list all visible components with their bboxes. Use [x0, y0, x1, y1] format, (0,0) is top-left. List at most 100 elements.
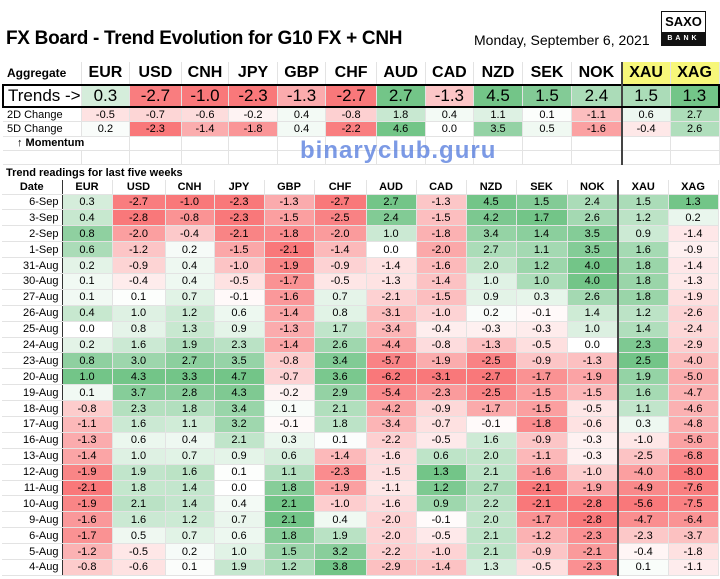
trend-cell-cad: -2.0: [416, 241, 467, 259]
trend-cell-usd: -2.7: [112, 194, 166, 211]
trend-cell-gbp: -2.1: [264, 241, 315, 259]
currency-header-cnh: CNH: [181, 62, 230, 86]
trend-cell-chf: -2.3: [314, 464, 367, 481]
trend-cell-eur: 0.2: [62, 337, 113, 354]
trend-cell-nzd: 4.5: [466, 194, 517, 211]
trend-cell-nok: 4.0: [567, 257, 619, 274]
row-date: 12-Aug: [2, 464, 63, 481]
trend-cell-cad: -1.0: [416, 543, 467, 560]
trend-cell-usd: -1.2: [112, 241, 166, 259]
trend-cell-cad: -1.0: [416, 305, 467, 322]
trend-cell-gbp: -1.5: [264, 209, 315, 227]
currency-header-aud: AUD: [376, 62, 426, 86]
trend-cell-sek: 1.5: [516, 194, 568, 211]
trend-cell-chf: 0.7: [314, 289, 367, 306]
trend-cell-chf: 0.4: [314, 511, 367, 529]
trend-cell-cnh: 0.4: [165, 257, 215, 274]
trend-cell-cad: -1.8: [416, 225, 467, 243]
row-date: 11-Aug: [2, 480, 63, 497]
empty-cell: [473, 150, 523, 165]
trend-cell-aud: 0.0: [366, 241, 417, 259]
trend-cell-eur: 0.4: [62, 209, 113, 227]
trend-cell-gbp: -1.3: [264, 194, 315, 211]
trend-cell-aud: 2.4: [366, 209, 417, 227]
trend-cell-nok: -2.1: [567, 543, 619, 560]
trend-cell-xag: -7.5: [668, 495, 719, 513]
trend-cell-cad: -0.1: [416, 511, 467, 529]
trend-cell-jpy: 0.9: [214, 448, 265, 465]
trend-cell-jpy: -2.3: [214, 209, 265, 227]
trend-cell-cnh: 0.4: [165, 273, 215, 290]
trend-cell-usd: 1.9: [112, 464, 166, 481]
trend-cell-xag: -6.8: [668, 448, 719, 465]
trend-cell-jpy: 0.1: [214, 464, 265, 481]
trend-cell-usd: -0.5: [112, 543, 166, 560]
2d-change-row-sek: 0.1: [522, 107, 573, 122]
trend-cell-sek: -1.6: [516, 464, 568, 481]
logo-bottom: BANK: [662, 32, 705, 45]
empty-cell: [81, 150, 131, 165]
trend-cell-nok: -0.3: [567, 432, 619, 449]
trend-cell-xau: -2.3: [617, 527, 669, 545]
5d-change-row: 5D Change 0.2 -2.3 -1.4 -1.8 0.4 -2.2 4.6 0.0 3.5…: [3, 121, 720, 137]
trend-cell-xau: 2.5: [617, 352, 669, 370]
trend-cell-sek: 1.7: [516, 209, 568, 227]
trend-cell-xau: 1.8: [617, 257, 669, 274]
2d-change-row-gbp: 0.4: [277, 107, 327, 122]
trend-cell-eur: 0.8: [62, 225, 113, 243]
trend-cell-eur: -1.1: [62, 416, 113, 433]
trend-cell-nzd: 2.2: [466, 495, 517, 513]
empty-cell: [620, 136, 671, 151]
trend-cell-usd: -0.9: [112, 257, 166, 274]
trend-cell-nok: 2.4: [567, 194, 619, 211]
trend-cell-xau: 1.6: [617, 241, 669, 259]
trend-cell-xag: -1.1: [668, 559, 719, 576]
trend-cell-jpy: 4.3: [214, 384, 265, 402]
trend-cell-cad: 1.3: [416, 464, 467, 481]
trend-cell-aud: -3.1: [366, 305, 417, 322]
trend-cell-nok: -1.9: [567, 368, 619, 386]
trend-cell-usd: 1.8: [112, 480, 166, 497]
trend-cell-sek: -1.5: [516, 384, 568, 402]
trend-cell-usd: 3.7: [112, 384, 166, 402]
trend-cell-aud: -1.3: [366, 273, 417, 290]
trend-cell-jpy: 2.1: [214, 432, 265, 449]
row-date: 23-Aug: [2, 352, 63, 370]
trend-cell-cad: -1.5: [416, 289, 467, 306]
trend-cell-nok: -0.6: [567, 416, 619, 433]
trend-cell-xau: 1.5: [617, 194, 669, 211]
currency-header-usd: USD: [129, 62, 182, 86]
trend-cell-sek: -0.9: [516, 352, 568, 370]
5d-change-row-sek: 0.5: [522, 121, 573, 137]
trend-cell-eur: -1.7: [62, 527, 113, 545]
5d-change-row-xag: 2.6: [670, 121, 720, 137]
trend-cell-xau: 1.1: [617, 400, 669, 417]
empty-cell: [228, 150, 278, 165]
trend-cell-eur: 0.2: [62, 257, 113, 274]
trend-cell-xag: -7.6: [668, 480, 719, 497]
2d-change-row-xag: 2.7: [670, 107, 720, 122]
trend-cell-nzd: -1.3: [466, 337, 517, 354]
empty-cell: [129, 150, 182, 165]
trend-cell-cnh: -0.8: [165, 209, 215, 227]
trend-cell-usd: 0.8: [112, 321, 166, 338]
trend-cell-xag: -1.8: [668, 543, 719, 560]
table-row: 16-Aug -1.3 0.6 0.4 2.1 0.3 0.1 -2.2 -0.5 1.6 -0.9…: [2, 432, 719, 449]
trend-cell-usd: 3.0: [112, 352, 166, 370]
aggregate-label: Aggregate: [3, 62, 82, 86]
trend-cell-nok: 2.6: [567, 289, 619, 306]
trend-cell-gbp: 1.8: [264, 527, 315, 545]
row-date: 20-Aug: [2, 368, 63, 386]
trend-cell-gbp: 1.2: [264, 559, 315, 576]
trend-cell-usd: 2.3: [112, 400, 166, 417]
trend-cell-cnh: 0.4: [165, 432, 215, 449]
trend-cell-usd: 4.3: [112, 368, 166, 386]
trend-cell-eur: -1.2: [62, 543, 113, 560]
trend-cell-chf: 3.4: [314, 352, 367, 370]
trend-cell-nzd: 2.0: [466, 257, 517, 274]
trend-cell-chf: -1.9: [314, 480, 367, 497]
trend-cell-cad: -3.1: [416, 368, 467, 386]
trend-cell-gbp: -0.8: [264, 352, 315, 370]
trend-cell-eur: 0.6: [62, 241, 113, 259]
trend-cell-sek: -1.8: [516, 416, 568, 433]
